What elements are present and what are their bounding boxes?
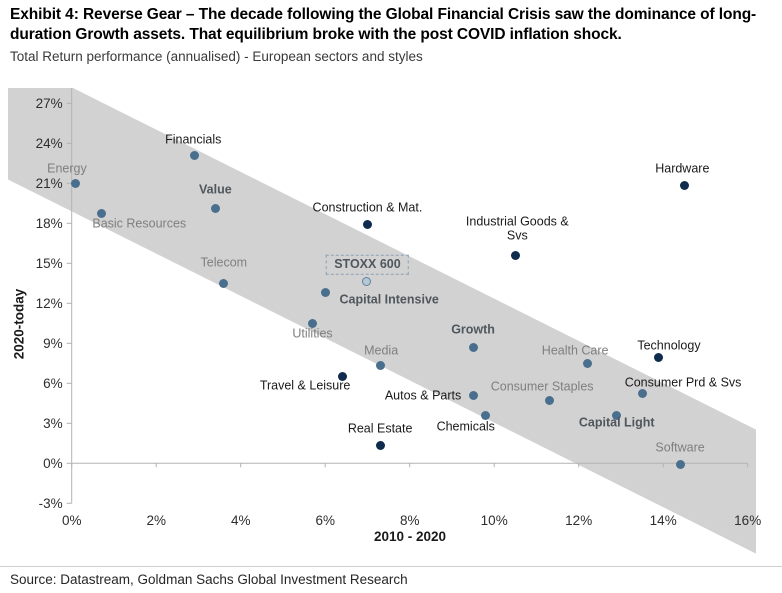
data-point-financials	[189, 150, 199, 160]
trend-band	[8, 88, 756, 554]
data-point-telecom	[219, 278, 229, 288]
data-point-energy	[71, 178, 81, 188]
x-tick-label: 2%	[146, 513, 166, 528]
source-note: Source: Datastream, Goldman Sachs Global…	[10, 572, 408, 587]
y-tick-label: -3%	[39, 496, 63, 511]
y-tick-label: 0%	[43, 456, 63, 471]
x-tick-label: 16%	[734, 513, 761, 528]
x-tick-label: 0%	[62, 513, 82, 528]
y-axis-title: 2020-today	[11, 288, 27, 360]
data-point-growth	[468, 342, 478, 352]
y-tick-label: 21%	[36, 176, 63, 191]
y-tick-label: 9%	[43, 336, 63, 351]
data-point-consumer-staples	[544, 396, 554, 406]
data-point-technology	[654, 353, 664, 363]
exhibit-subtitle: Total Return performance (annualised) - …	[10, 49, 423, 64]
point-label-autos-parts: Autos & Parts	[384, 388, 462, 403]
x-tick-label: 12%	[565, 513, 592, 528]
exhibit-title: Exhibit 4: Reverse Gear – The decade fol…	[10, 6, 757, 44]
data-point-autos-parts	[468, 390, 478, 400]
point-label-capital-light: Capital Light	[578, 415, 655, 430]
data-point-hardware	[679, 181, 689, 191]
data-point-basic-resources	[96, 209, 106, 219]
data-point-software	[675, 460, 685, 470]
y-tick-label: 6%	[43, 376, 63, 391]
data-point-capital-light	[612, 410, 622, 420]
data-point-capital-intensive	[320, 288, 330, 298]
point-label-consumer-prd-svs: Consumer Prd & Svs	[624, 375, 742, 390]
point-label-hardware: Hardware	[655, 161, 710, 176]
data-point-chemicals	[481, 410, 491, 420]
point-label-utilities: Utilities	[292, 326, 333, 341]
point-label-real-estate: Real Estate	[347, 421, 413, 436]
data-point-media	[375, 361, 385, 371]
data-point-utilities	[308, 318, 318, 328]
x-tick-label: 14%	[650, 513, 677, 528]
point-label-travel-leisure: Travel & Leisure	[259, 377, 351, 392]
data-point-stoxx-600	[362, 276, 372, 286]
point-label-consumer-staples: Consumer Staples	[490, 378, 594, 393]
data-point-value	[210, 204, 220, 214]
point-label-capital-intensive: Capital Intensive	[339, 291, 439, 306]
point-label-value: Value	[199, 181, 232, 196]
data-point-construction-mat	[362, 220, 372, 230]
point-label-health-care: Health Care	[541, 343, 609, 358]
point-label-construction-mat: Construction & Mat.	[312, 199, 423, 214]
y-tick-label: 3%	[43, 416, 63, 431]
y-tick-label: 15%	[36, 256, 63, 271]
point-label-basic-resources: Basic Resources	[92, 216, 187, 231]
point-label-stoxx-600: STOXX 600	[326, 254, 409, 276]
x-tick-label: 4%	[231, 513, 251, 528]
y-tick-label: 18%	[36, 216, 63, 231]
data-point-health-care	[582, 358, 592, 368]
point-label-technology: Technology	[637, 338, 701, 353]
point-label-financials: Financials	[165, 132, 222, 147]
point-label-telecom: Telecom	[200, 255, 248, 270]
x-tick-label: 6%	[315, 513, 335, 528]
y-tick-label: 12%	[36, 296, 63, 311]
data-point-industrial-goods-svs	[510, 250, 520, 260]
point-label-chemicals: Chemicals	[436, 419, 495, 434]
data-point-real-estate	[375, 441, 385, 451]
point-label-growth: Growth	[451, 322, 495, 337]
x-axis-title: 2010 - 2020	[373, 529, 447, 544]
point-label-software: Software	[655, 439, 705, 454]
point-label-industrial-goods-svs: Industrial Goods & Svs	[465, 214, 569, 243]
data-point-consumer-prd-svs	[637, 389, 647, 399]
y-tick-label: 24%	[36, 136, 63, 151]
data-point-travel-leisure	[337, 372, 347, 382]
y-tick-label: 27%	[36, 96, 63, 111]
footer-divider	[0, 566, 782, 567]
point-label-energy: Energy	[47, 161, 87, 176]
x-tick-label: 8%	[400, 513, 420, 528]
point-label-media: Media	[364, 343, 399, 358]
x-tick-label: 10%	[481, 513, 508, 528]
